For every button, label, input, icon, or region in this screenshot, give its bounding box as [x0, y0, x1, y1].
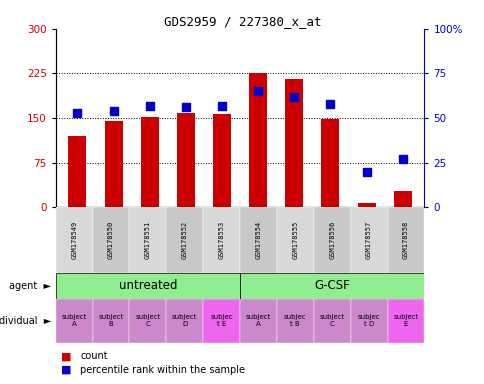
- Text: agent  ►: agent ►: [9, 281, 51, 291]
- Text: subject
B: subject B: [98, 314, 123, 327]
- Bar: [92, 207, 129, 273]
- Bar: [276, 299, 313, 343]
- Text: subject
E: subject E: [393, 314, 418, 327]
- Text: GSM178549: GSM178549: [71, 221, 77, 259]
- Text: GSM178551: GSM178551: [145, 221, 151, 259]
- Text: GSM178554: GSM178554: [255, 221, 261, 259]
- Bar: [68, 136, 86, 207]
- Text: subjec
t D: subjec t D: [357, 314, 379, 327]
- Text: ■: ■: [60, 351, 71, 361]
- Bar: [166, 299, 203, 343]
- Bar: [56, 273, 240, 299]
- Bar: [129, 299, 166, 343]
- Point: [290, 94, 298, 100]
- Bar: [387, 299, 424, 343]
- Text: GSM178558: GSM178558: [402, 221, 408, 259]
- Text: GSM178553: GSM178553: [218, 221, 224, 259]
- Bar: [313, 207, 350, 273]
- Point: [362, 169, 370, 175]
- Text: GDS2959 / 227380_x_at: GDS2959 / 227380_x_at: [164, 15, 320, 28]
- Bar: [203, 299, 240, 343]
- Point: [398, 156, 406, 162]
- Text: subjec
t E: subjec t E: [210, 314, 232, 327]
- Text: GSM178556: GSM178556: [329, 221, 334, 259]
- Point: [182, 104, 189, 111]
- Bar: [203, 207, 240, 273]
- Point: [109, 108, 117, 114]
- Bar: [240, 273, 424, 299]
- Text: subjec
t B: subjec t B: [284, 314, 306, 327]
- Text: GSM178557: GSM178557: [365, 221, 371, 259]
- Bar: [313, 299, 350, 343]
- Bar: [177, 113, 195, 207]
- Text: G-CSF: G-CSF: [314, 279, 349, 292]
- Bar: [393, 191, 411, 207]
- Bar: [166, 207, 203, 273]
- Text: individual  ►: individual ►: [0, 316, 51, 326]
- Bar: [285, 79, 302, 207]
- Text: untreated: untreated: [119, 279, 177, 292]
- Text: percentile rank within the sample: percentile rank within the sample: [80, 365, 244, 375]
- Bar: [140, 117, 158, 207]
- Bar: [240, 207, 276, 273]
- Point: [254, 88, 261, 94]
- Text: subject
C: subject C: [135, 314, 160, 327]
- Point: [326, 101, 333, 107]
- Point: [74, 110, 81, 116]
- Text: GSM178555: GSM178555: [292, 221, 298, 259]
- Text: subject
D: subject D: [172, 314, 197, 327]
- Bar: [321, 119, 339, 207]
- Text: GSM178552: GSM178552: [182, 221, 187, 259]
- Bar: [92, 299, 129, 343]
- Text: count: count: [80, 351, 107, 361]
- Text: subject
A: subject A: [245, 314, 271, 327]
- Text: GSM178550: GSM178550: [108, 221, 114, 259]
- Text: subject
C: subject C: [319, 314, 344, 327]
- Text: subject
A: subject A: [61, 314, 87, 327]
- Text: ■: ■: [60, 365, 71, 375]
- Point: [146, 103, 153, 109]
- Bar: [357, 203, 375, 207]
- Bar: [240, 299, 276, 343]
- Bar: [387, 207, 424, 273]
- Bar: [56, 299, 92, 343]
- Bar: [212, 114, 230, 207]
- Point: [218, 103, 226, 109]
- Bar: [105, 121, 122, 207]
- Bar: [350, 207, 387, 273]
- Bar: [276, 207, 313, 273]
- Bar: [350, 299, 387, 343]
- Bar: [249, 73, 267, 207]
- Bar: [56, 207, 92, 273]
- Bar: [129, 207, 166, 273]
